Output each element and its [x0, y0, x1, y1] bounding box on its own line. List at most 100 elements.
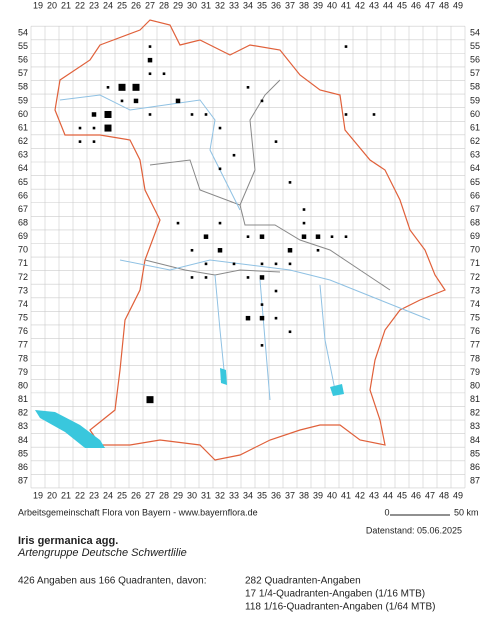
row-label: 65	[470, 177, 480, 187]
column-label: 36	[271, 490, 281, 500]
occurrence-dot	[274, 140, 278, 143]
column-label: 32	[215, 0, 225, 10]
row-label: 57	[470, 68, 480, 78]
column-label: 43	[369, 490, 379, 500]
occurrence-dot	[218, 167, 222, 171]
row-label: 80	[18, 380, 28, 390]
occurrence-dot	[217, 248, 223, 253]
occurrence-dot	[274, 262, 278, 266]
occurrence-dot	[372, 113, 376, 116]
column-label: 41	[341, 490, 351, 500]
occurrence-dot	[301, 234, 307, 239]
occurrence-dot	[78, 140, 82, 143]
row-label: 66	[18, 190, 28, 200]
occurrence-dot	[288, 262, 292, 266]
occurrence-dot	[246, 235, 250, 238]
row-label: 62	[18, 136, 28, 146]
column-label: 34	[243, 490, 253, 500]
occurrence-dot	[78, 126, 82, 130]
row-label: 78	[470, 353, 480, 363]
row-label: 75	[18, 313, 28, 323]
row-label: 81	[18, 394, 28, 404]
column-label: 33	[229, 490, 239, 500]
row-label: 72	[470, 272, 480, 282]
column-label: 27	[145, 0, 155, 10]
row-label: 54	[18, 27, 28, 37]
column-label: 44	[383, 490, 393, 500]
column-label: 39	[313, 0, 323, 10]
column-label: 39	[313, 490, 323, 500]
column-label: 49	[453, 490, 463, 500]
occurrence-dot	[232, 153, 236, 157]
row-label: 64	[470, 163, 480, 173]
occurrence-dot	[259, 234, 265, 239]
column-label: 45	[397, 0, 407, 10]
row-label: 59	[470, 95, 480, 105]
row-label: 60	[18, 109, 28, 119]
row-label: 71	[470, 258, 480, 268]
occurrence-dot	[260, 99, 264, 103]
occurrence-dot	[148, 113, 152, 116]
column-label: 41	[341, 0, 351, 10]
column-label: 32	[215, 490, 225, 500]
row-label: 63	[470, 150, 480, 160]
occurrence-dot	[260, 303, 264, 306]
row-label: 71	[18, 258, 28, 268]
row-label: 76	[18, 326, 28, 336]
occurrence-dot	[302, 208, 306, 211]
row-label: 78	[18, 353, 28, 363]
summary-line: 282 Quadranten-Angaben	[245, 576, 361, 587]
summary-line: 17 1/4-Quadranten-Angaben (1/16 MTB)	[245, 589, 425, 600]
column-label: 20	[47, 0, 57, 10]
column-label: 48	[439, 490, 449, 500]
row-label: 60	[470, 109, 480, 119]
column-label: 23	[89, 490, 99, 500]
column-label: 31	[201, 490, 211, 500]
row-label: 58	[18, 82, 28, 92]
occurrence-dot	[176, 221, 180, 225]
column-label: 36	[271, 0, 281, 10]
column-label: 30	[187, 490, 197, 500]
occurrence-dot	[288, 181, 292, 184]
row-label: 66	[470, 190, 480, 200]
row-label: 70	[18, 245, 28, 255]
column-label: 30	[187, 0, 197, 10]
column-label: 46	[411, 490, 421, 500]
occurrence-dot	[204, 276, 208, 279]
occurrence-dots	[78, 45, 376, 404]
occurrence-dot	[246, 276, 250, 279]
row-label: 80	[470, 380, 480, 390]
row-label: 61	[470, 122, 480, 132]
row-label: 85	[18, 448, 28, 458]
occurrence-dot	[132, 83, 140, 91]
occurrence-dot	[91, 112, 97, 117]
occurrence-dot	[232, 262, 236, 266]
column-label: 49	[453, 0, 463, 10]
row-label: 74	[18, 299, 28, 309]
row-label: 82	[470, 408, 480, 418]
row-label: 61	[18, 122, 28, 132]
occurrence-dot	[190, 248, 194, 252]
row-label: 68	[470, 217, 480, 227]
column-label: 40	[327, 0, 337, 10]
occurrence-dot	[344, 45, 348, 48]
occurrence-dot	[218, 221, 222, 225]
occurrence-dot	[287, 248, 293, 253]
occurrence-dot	[148, 72, 152, 76]
column-label: 37	[285, 0, 295, 10]
occurrence-dot	[260, 262, 264, 266]
row-label: 77	[18, 340, 28, 350]
species-group: Artengruppe Deutsche Schwertlilie	[17, 547, 187, 559]
column-label: 38	[299, 490, 309, 500]
row-label: 56	[18, 55, 28, 65]
row-label: 75	[470, 313, 480, 323]
grid	[30, 25, 466, 489]
column-label: 42	[355, 490, 365, 500]
occurrence-dot	[260, 344, 264, 347]
row-label: 69	[18, 231, 28, 241]
row-label: 69	[470, 231, 480, 241]
occurrence-dot	[190, 276, 194, 279]
column-label: 33	[229, 0, 239, 10]
